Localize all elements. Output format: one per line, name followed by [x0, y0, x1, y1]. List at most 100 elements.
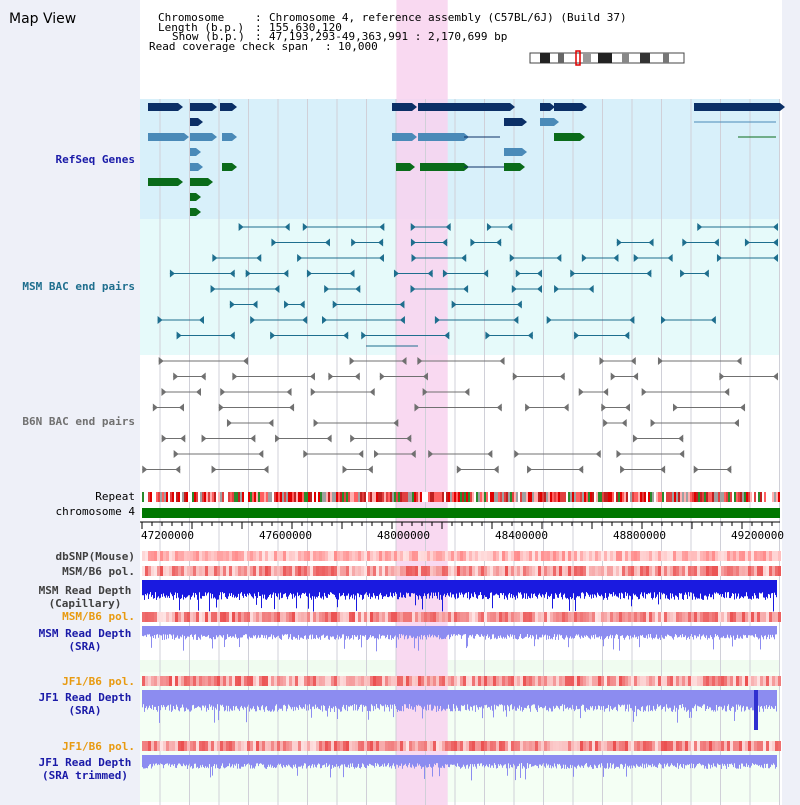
jf1-b6-pol-trimmed-strip: [445, 741, 448, 751]
jf1-b6-pol-trimmed-strip: [151, 741, 154, 751]
msm-b6-pol-strip: [463, 566, 466, 576]
msm-capillary-depth-bar: [192, 580, 193, 596]
msm-sra-depth-bar: [762, 626, 763, 638]
b6n-bac-pair-end: [679, 450, 685, 458]
msm-bac-pair-end: [680, 269, 686, 278]
msm-capillary-depth-bar: [362, 580, 363, 600]
jf1-sra-depth-bar: [233, 690, 234, 707]
msm-b6-pol-sra-strip: [613, 612, 616, 622]
msm-capillary-depth-bar: [706, 580, 707, 597]
jf1-b6-pol-strip: [727, 676, 730, 686]
dbsnp-strip: [562, 551, 565, 561]
jf1-b6-pol-strip: [307, 676, 310, 686]
jf1-trimmed-depth-bar: [743, 755, 744, 767]
jf1-read-depth-sra-label[interactable]: JF1 Read Depth (SRA): [30, 691, 140, 717]
jf1-sra-depth-bar: [687, 690, 688, 711]
msm-read-depth-sra-label[interactable]: MSM Read Depth (SRA): [30, 627, 140, 653]
msm-bac-pair-end: [210, 285, 216, 293]
repeat-segment: [550, 492, 552, 502]
msm-b6-pol-strip: [250, 566, 253, 576]
repeat-segment: [326, 492, 328, 502]
msm-capillary-depth-bar: [533, 580, 534, 595]
msm-sra-depth-bar: [353, 626, 354, 640]
dbsnp-strip: [544, 551, 547, 561]
msm-sra-depth-bar: [401, 626, 402, 635]
jf1-trimmed-depth-bar: [511, 755, 512, 768]
jf1-b6-pol-trimmed-strip: [625, 741, 628, 751]
b6n-bac-track-label[interactable]: B6N BAC end pairs: [22, 415, 135, 428]
repeat-segment: [694, 492, 696, 502]
refseq-genes-track-label[interactable]: RefSeq Genes: [55, 153, 135, 166]
msm-sra-depth-bar: [287, 626, 288, 635]
jf1-b6-pol-trimmed-strip: [661, 741, 664, 751]
jf1-sra-depth-bar: [468, 690, 469, 710]
jf1-b6-pol-trimmed-strip: [259, 741, 262, 751]
jf1-b6-pol-trimmed-strip: [304, 741, 307, 751]
jf1-trimmed-depth-bar: [672, 755, 673, 765]
chromosome-track-label[interactable]: chromosome 4: [55, 505, 135, 518]
dbsnp-strip: [313, 551, 316, 561]
b6n-bac-pair-end: [161, 388, 167, 396]
jf1-trimmed-depth-bar: [174, 755, 175, 765]
msm-b6-pol-strip: [586, 566, 589, 576]
jf1-sra-depth-bar: [520, 690, 521, 711]
jf1-b6-pol-strip: [319, 676, 322, 686]
jf1-sra-depth-bar: [285, 690, 286, 706]
msm-b6-pol-sra-strip: [172, 612, 175, 622]
msm-capillary-depth-bar: [339, 580, 340, 594]
jf1-sra-depth-bar: [462, 690, 463, 706]
jf1-sra-depth-bar: [659, 690, 660, 707]
msm-sra-depth-bar: [474, 626, 475, 639]
msm-b6-pol-strip: [598, 566, 601, 576]
jf1-trimmed-depth-bar: [658, 755, 659, 765]
repeat-segment: [712, 492, 714, 502]
msm-b6-pol-sra-track-label[interactable]: MSM/B6 pol.: [62, 610, 135, 623]
jf1-b6-pol-strip: [322, 676, 325, 686]
msm-capillary-depth-bar: [521, 580, 522, 595]
msm-read-depth-capillary-label[interactable]: MSM Read Depth (Capillary): [30, 584, 140, 610]
show-value: 47,193,293-49,363,991 : 2,170,699 bp: [269, 30, 508, 43]
msm-sra-depth-bar: [441, 626, 442, 640]
msm-b6-pol-sra-strip: [412, 612, 415, 622]
msm-b6-pol-track-label[interactable]: MSM/B6 pol.: [62, 565, 135, 578]
jf1-trimmed-depth-bar: [234, 755, 235, 765]
dbsnp-strip: [625, 551, 628, 561]
jf1-b6-pol-trimmed-strip: [298, 741, 301, 751]
dbsnp-strip: [526, 551, 529, 561]
repeat-segment: [704, 492, 706, 502]
msm-b6-pol-strip: [229, 566, 232, 576]
jf1-b6-pol-trimmed-strip: [466, 741, 469, 751]
repeat-track-label[interactable]: Repeat: [95, 490, 135, 503]
jf1-b6-pol-trimmed-track-label[interactable]: JF1/B6 pol.: [62, 740, 135, 753]
jf1-sra-depth-bar: [574, 690, 575, 712]
jf1-trimmed-depth-bar: [483, 755, 484, 766]
jf1-trimmed-depth-bar: [287, 755, 288, 767]
repeat-segment: [472, 492, 474, 502]
jf1-sra-depth-bar: [718, 690, 719, 708]
dbsnp-strip: [304, 551, 307, 561]
jf1-sra-depth-bar: [336, 690, 337, 708]
jf1-trimmed-depth-bar: [318, 755, 319, 764]
msm-capillary-depth-bar: [602, 580, 603, 597]
msm-bac-pair-end: [270, 331, 276, 340]
msm-sra-depth-bar: [359, 626, 360, 640]
dbsnp-track-label[interactable]: dbSNP(Mouse): [55, 550, 135, 563]
jf1-read-depth-trimmed-line2: (SRA trimmed): [41, 769, 129, 782]
msm-capillary-depth-bar: [302, 580, 303, 594]
msm-bac-track-label[interactable]: MSM BAC end pairs: [22, 280, 135, 293]
msm-capillary-depth-bar: [289, 580, 290, 595]
msm-capillary-depth-bar: [371, 580, 372, 597]
msm-b6-pol-sra-strip: [184, 612, 187, 622]
msm-capillary-depth-bar: [617, 580, 618, 597]
msm-sra-depth-bar: [652, 626, 653, 640]
axis-tick-label: 48400000: [495, 529, 548, 542]
jf1-b6-pol-track-label[interactable]: JF1/B6 pol.: [62, 675, 135, 688]
jf1-b6-pol-trimmed-strip: [574, 741, 577, 751]
jf1-b6-pol-trimmed-strip: [589, 741, 592, 751]
jf1-read-depth-trimmed-label[interactable]: JF1 Read Depth (SRA trimmed): [30, 756, 140, 782]
dbsnp-strip: [451, 551, 454, 561]
msm-sra-depth-bar: [376, 626, 377, 652]
jf1-trimmed-depth-bar: [353, 755, 354, 768]
msm-bac-pair-end: [349, 269, 355, 278]
